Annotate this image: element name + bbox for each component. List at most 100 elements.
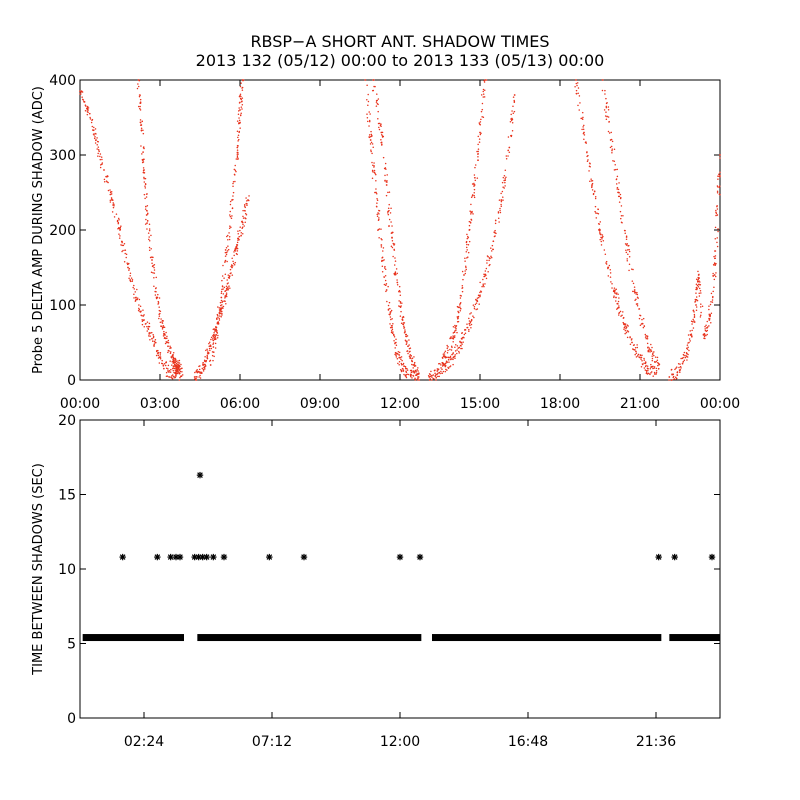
data-point: [375, 101, 378, 103]
data-point: [229, 225, 231, 227]
data-point: [228, 232, 230, 234]
data-point: [641, 318, 643, 321]
data-point: [625, 235, 628, 237]
data-point: [433, 369, 436, 372]
data-point: [597, 208, 600, 211]
data-point: [171, 377, 174, 380]
data-point: [668, 379, 670, 381]
data-point: [438, 362, 440, 365]
data-point: [638, 308, 640, 310]
data-point: [204, 355, 206, 358]
outlier-point: [119, 553, 126, 561]
outlier-point: [300, 553, 308, 561]
data-point: [241, 97, 244, 99]
data-point: [471, 183, 474, 185]
data-point: [142, 309, 144, 311]
data-point: [198, 365, 200, 368]
data-point: [98, 150, 100, 153]
x-tick-label: 00:00: [60, 396, 100, 412]
data-point: [205, 360, 207, 363]
data-point: [405, 343, 408, 346]
data-point: [612, 159, 614, 162]
data-point: [450, 358, 452, 361]
data-point: [381, 141, 383, 144]
data-point: [599, 232, 601, 234]
data-point: [230, 226, 232, 229]
data-point: [208, 342, 210, 345]
data-point: [143, 326, 145, 328]
data-point: [381, 131, 384, 134]
data-point: [711, 299, 714, 301]
data-point: [375, 188, 377, 190]
data-point: [391, 246, 394, 249]
data-point: [497, 217, 500, 220]
data-point: [582, 116, 584, 119]
data-point: [447, 367, 450, 369]
data-point: [699, 306, 702, 308]
data-point: [170, 351, 172, 353]
data-point: [167, 351, 169, 354]
data-point: [139, 98, 142, 101]
data-point: [641, 322, 644, 325]
data-point: [239, 229, 241, 232]
data-point: [582, 132, 585, 135]
data-point: [388, 313, 390, 316]
data-point: [137, 309, 140, 312]
data-point: [448, 361, 450, 363]
data-point: [605, 118, 608, 120]
data-point: [480, 132, 482, 134]
data-point: [473, 307, 476, 310]
x-tick-label: 15:00: [460, 396, 500, 412]
data-point: [89, 118, 92, 120]
data-point: [657, 367, 660, 370]
data-point: [93, 137, 96, 140]
data-point: [625, 331, 628, 334]
data-point: [119, 235, 121, 237]
data-point: [647, 350, 649, 353]
data-point: [479, 291, 481, 294]
data-point: [125, 253, 128, 256]
data-point: [634, 353, 636, 356]
data-point: [483, 96, 486, 98]
data-point: [136, 297, 139, 299]
data-point: [236, 155, 239, 157]
data-point: [125, 256, 127, 259]
data-point: [405, 373, 407, 376]
data-point: [478, 123, 481, 125]
data-point: [235, 252, 238, 255]
data-point: [227, 288, 230, 291]
data-point: [647, 367, 649, 370]
data-point: [678, 369, 681, 371]
data-point: [144, 223, 147, 225]
data-point: [376, 202, 378, 204]
data-point: [484, 79, 487, 81]
data-point: [401, 359, 403, 362]
data-point: [577, 87, 580, 89]
data-point: [686, 347, 688, 349]
data-point: [393, 248, 395, 251]
data-point: [148, 249, 151, 251]
data-point: [403, 325, 405, 328]
data-point: [500, 205, 503, 208]
data-point: [177, 366, 180, 368]
data-point: [653, 367, 655, 369]
data-point: [440, 364, 442, 366]
data-point: [619, 193, 622, 196]
data-point: [380, 246, 383, 248]
data-point: [632, 344, 635, 347]
data-point: [455, 325, 457, 328]
data-point: [449, 355, 452, 358]
data-point: [473, 194, 475, 197]
data-point: [375, 191, 377, 194]
data-point: [410, 369, 413, 372]
data-point: [208, 360, 211, 362]
data-point: [368, 120, 371, 123]
data-point: [157, 293, 159, 296]
data-point: [676, 374, 678, 376]
data-point: [375, 173, 377, 176]
data-point: [641, 354, 643, 356]
data-point: [631, 341, 633, 344]
data-point: [200, 371, 203, 373]
data-point: [221, 306, 223, 309]
data-point: [504, 181, 506, 184]
